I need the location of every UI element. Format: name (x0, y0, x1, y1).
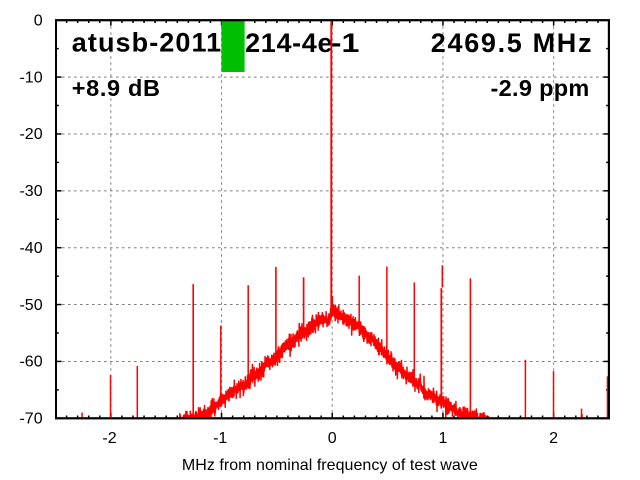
svg-text:2: 2 (549, 430, 558, 447)
svg-text:-20: -20 (19, 126, 42, 143)
svg-text:-1: -1 (331, 28, 360, 58)
svg-text:0: 0 (328, 430, 337, 447)
svg-text:-70: -70 (19, 411, 42, 428)
svg-text:1: 1 (438, 430, 447, 447)
svg-text:-2: -2 (102, 430, 116, 447)
svg-text:-40: -40 (19, 240, 42, 257)
svg-text:-60: -60 (19, 354, 42, 371)
svg-text:-10: -10 (19, 69, 42, 86)
svg-text:+8.9 dB: +8.9 dB (72, 75, 161, 101)
svg-text:-2.9 ppm: -2.9 ppm (491, 75, 590, 101)
svg-text:-1: -1 (213, 430, 227, 447)
svg-text:MHz from nominal frequency of: MHz from nominal frequency of test wave (182, 457, 478, 474)
svg-text:0: 0 (34, 13, 43, 30)
svg-text:-30: -30 (19, 183, 42, 200)
svg-text:-50: -50 (19, 297, 42, 314)
svg-text:214-4e: 214-4e (245, 28, 333, 58)
svg-text:2469.5 MHz: 2469.5 MHz (431, 28, 593, 58)
svg-text:atusb-2011: atusb-2011 (72, 28, 222, 58)
